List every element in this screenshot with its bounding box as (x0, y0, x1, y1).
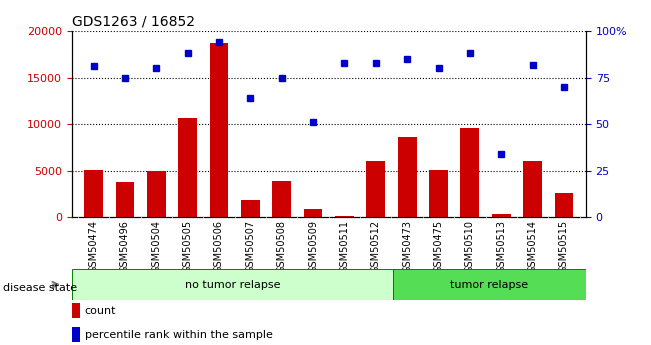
Text: GSM50475: GSM50475 (434, 220, 443, 273)
Text: GSM50510: GSM50510 (465, 220, 475, 273)
Text: GSM50508: GSM50508 (277, 220, 286, 273)
Bar (241, 200, 260, 217)
Text: GSM50513: GSM50513 (496, 220, 506, 273)
Text: tumor relapse: tumor relapse (450, 280, 529, 289)
Bar (523, 161, 542, 217)
Bar (335, 216, 354, 217)
Text: disease state: disease state (3, 283, 77, 293)
Text: GSM50507: GSM50507 (245, 220, 255, 273)
Bar (429, 170, 448, 217)
Text: GSM50506: GSM50506 (214, 220, 224, 273)
Text: no tumor relapse: no tumor relapse (185, 280, 280, 289)
Bar (72, 269, 393, 300)
Bar (147, 171, 166, 217)
Text: GSM50514: GSM50514 (527, 220, 538, 273)
Bar (84, 170, 103, 217)
Text: GSM50504: GSM50504 (151, 220, 161, 273)
Bar (178, 118, 197, 217)
Bar (210, 43, 229, 217)
Bar (303, 209, 322, 217)
Text: percentile rank within the sample: percentile rank within the sample (85, 330, 273, 339)
Bar (393, 269, 586, 300)
Bar (367, 160, 385, 217)
Bar (555, 193, 574, 217)
Text: GSM50496: GSM50496 (120, 220, 130, 273)
Text: GSM50474: GSM50474 (89, 220, 98, 273)
Bar (115, 182, 134, 217)
Text: GSM50509: GSM50509 (308, 220, 318, 273)
Bar (398, 137, 417, 217)
Text: GSM50515: GSM50515 (559, 220, 569, 273)
Text: GSM50512: GSM50512 (371, 220, 381, 273)
Text: GDS1263 / 16852: GDS1263 / 16852 (72, 14, 195, 29)
Text: GSM50473: GSM50473 (402, 220, 412, 273)
Text: GSM50505: GSM50505 (183, 220, 193, 273)
Text: GSM50511: GSM50511 (339, 220, 350, 273)
Bar (272, 181, 291, 217)
Bar (492, 214, 510, 217)
Text: count: count (85, 306, 116, 315)
Bar (460, 128, 479, 217)
